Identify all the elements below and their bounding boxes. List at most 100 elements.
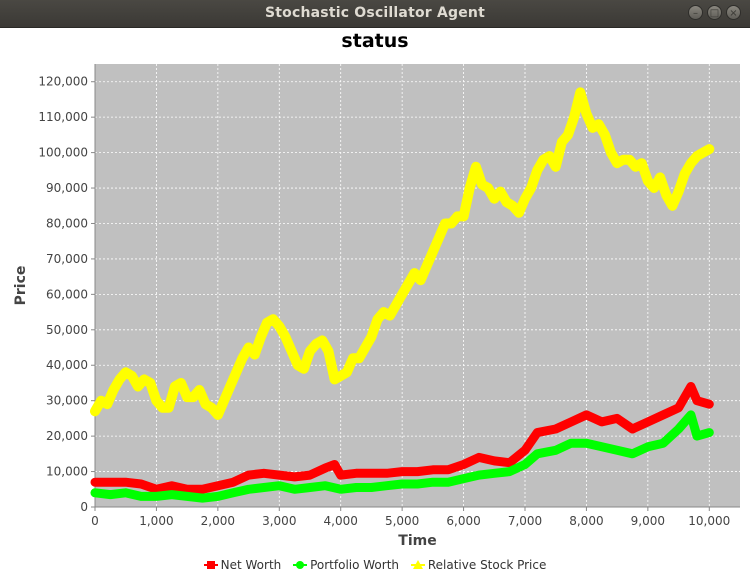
data-point-net-worth xyxy=(491,457,498,464)
data-point-portfolio-worth xyxy=(568,440,575,447)
data-point-net-worth xyxy=(337,472,344,479)
data-point-portfolio-worth xyxy=(291,486,298,493)
data-point-relative-stock-price xyxy=(158,403,167,411)
legend-item-net-worth: Net Worth xyxy=(203,557,282,572)
data-point-relative-stock-price xyxy=(115,375,124,383)
data-point-relative-stock-price xyxy=(533,166,542,174)
close-button[interactable]: × xyxy=(726,5,741,20)
data-point-relative-stock-price xyxy=(263,318,271,326)
data-point-relative-stock-price xyxy=(349,354,357,362)
data-point-portfolio-worth xyxy=(644,443,651,450)
minimize-button[interactable]: – xyxy=(688,5,703,20)
data-point-relative-stock-price xyxy=(404,279,413,287)
data-point-relative-stock-price xyxy=(189,393,198,401)
data-point-relative-stock-price xyxy=(490,194,499,202)
data-point-relative-stock-price xyxy=(428,247,437,255)
data-point-portfolio-worth xyxy=(214,493,221,500)
y-tick-label: 60,000 xyxy=(46,287,88,301)
data-point-portfolio-worth xyxy=(522,461,528,468)
data-point-portfolio-worth xyxy=(583,440,590,447)
data-point-net-worth xyxy=(331,461,338,468)
data-point-relative-stock-price xyxy=(588,123,597,131)
data-point-portfolio-worth xyxy=(107,491,114,498)
data-point-net-worth xyxy=(429,466,436,473)
data-point-net-worth xyxy=(506,459,513,466)
data-point-portfolio-worth xyxy=(276,482,283,489)
data-point-relative-stock-price xyxy=(170,382,179,390)
x-axis-label: Time xyxy=(398,533,436,549)
window-title: Stochastic Oscillator Agent xyxy=(265,5,485,21)
data-point-relative-stock-price xyxy=(613,159,622,167)
legend-item-relative-stock-price: Relative Stock Price xyxy=(410,558,546,572)
data-point-relative-stock-price xyxy=(447,219,456,227)
data-point-relative-stock-price xyxy=(502,198,511,206)
data-point-net-worth xyxy=(522,447,528,454)
data-point-net-worth xyxy=(644,418,651,425)
data-point-portfolio-worth xyxy=(506,468,513,475)
data-point-net-worth xyxy=(291,473,298,480)
data-point-relative-stock-price xyxy=(422,262,431,270)
maximize-button[interactable]: □ xyxy=(707,5,722,20)
data-point-net-worth xyxy=(534,429,541,436)
legend-label-portfolio-worth: Portfolio Worth xyxy=(310,557,400,572)
data-point-portfolio-worth xyxy=(491,470,498,477)
data-point-portfolio-worth xyxy=(153,493,160,500)
data-point-relative-stock-price xyxy=(465,184,474,192)
data-point-relative-stock-price xyxy=(551,162,560,170)
title-bar[interactable]: Stochastic Oscillator Agent – □ × xyxy=(0,0,750,28)
data-point-portfolio-worth xyxy=(614,447,621,454)
data-point-relative-stock-price xyxy=(299,364,308,372)
x-tick-label: 2,000 xyxy=(201,514,235,528)
data-point-relative-stock-price xyxy=(287,347,296,355)
data-point-portfolio-worth xyxy=(660,440,667,447)
data-point-portfolio-worth xyxy=(322,482,329,489)
data-point-relative-stock-price xyxy=(134,382,142,390)
data-point-relative-stock-price xyxy=(379,308,388,316)
data-point-portfolio-worth xyxy=(629,450,636,457)
data-point-portfolio-worth xyxy=(260,484,267,491)
data-point-net-worth xyxy=(353,470,360,477)
data-point-relative-stock-price xyxy=(293,361,302,369)
x-tick-label: 5,000 xyxy=(385,514,419,528)
data-point-net-worth xyxy=(168,482,175,489)
data-point-portfolio-worth xyxy=(230,489,237,496)
data-point-relative-stock-price xyxy=(398,290,407,298)
data-point-net-worth xyxy=(322,465,329,472)
y-axis-label: Price xyxy=(13,266,29,306)
data-point-relative-stock-price xyxy=(355,354,364,362)
x-tick-label: 9,000 xyxy=(631,514,665,528)
maximize-icon: □ xyxy=(709,8,720,19)
y-tick-label: 50,000 xyxy=(46,323,88,337)
data-point-relative-stock-price xyxy=(637,159,646,167)
legend-label-net-worth: Net Worth xyxy=(220,557,282,572)
data-point-relative-stock-price xyxy=(508,201,517,209)
data-point-relative-stock-price xyxy=(699,148,708,156)
data-point-portfolio-worth xyxy=(534,450,541,457)
legend-item-portfolio-worth: Portfolio Worth xyxy=(293,558,399,572)
x-tick-label: 6,000 xyxy=(446,514,480,528)
data-point-relative-stock-price xyxy=(342,368,351,376)
data-point-relative-stock-price xyxy=(330,375,339,383)
x-tick-label: 10,000 xyxy=(688,514,730,528)
data-point-relative-stock-price xyxy=(367,332,376,340)
y-tick-label: 0 xyxy=(80,500,88,514)
x-tick-label: 0 xyxy=(91,514,99,528)
y-tick-label: 40,000 xyxy=(46,358,88,372)
data-point-portfolio-worth xyxy=(429,479,436,486)
data-point-net-worth xyxy=(368,470,375,477)
data-point-relative-stock-price xyxy=(256,332,265,340)
data-point-portfolio-worth xyxy=(399,480,406,487)
data-point-relative-stock-price xyxy=(103,400,112,408)
data-point-net-worth xyxy=(92,479,98,486)
data-point-portfolio-worth xyxy=(92,489,98,496)
legend-swatch-circle-icon xyxy=(293,560,308,570)
data-point-net-worth xyxy=(399,468,406,475)
data-point-portfolio-worth xyxy=(475,472,482,479)
data-point-relative-stock-price xyxy=(385,311,394,319)
data-point-relative-stock-price xyxy=(91,407,99,415)
data-point-relative-stock-price xyxy=(312,339,321,347)
y-tick-label: 20,000 xyxy=(46,429,88,443)
data-point-net-worth xyxy=(414,468,421,475)
data-point-relative-stock-price xyxy=(220,396,228,404)
